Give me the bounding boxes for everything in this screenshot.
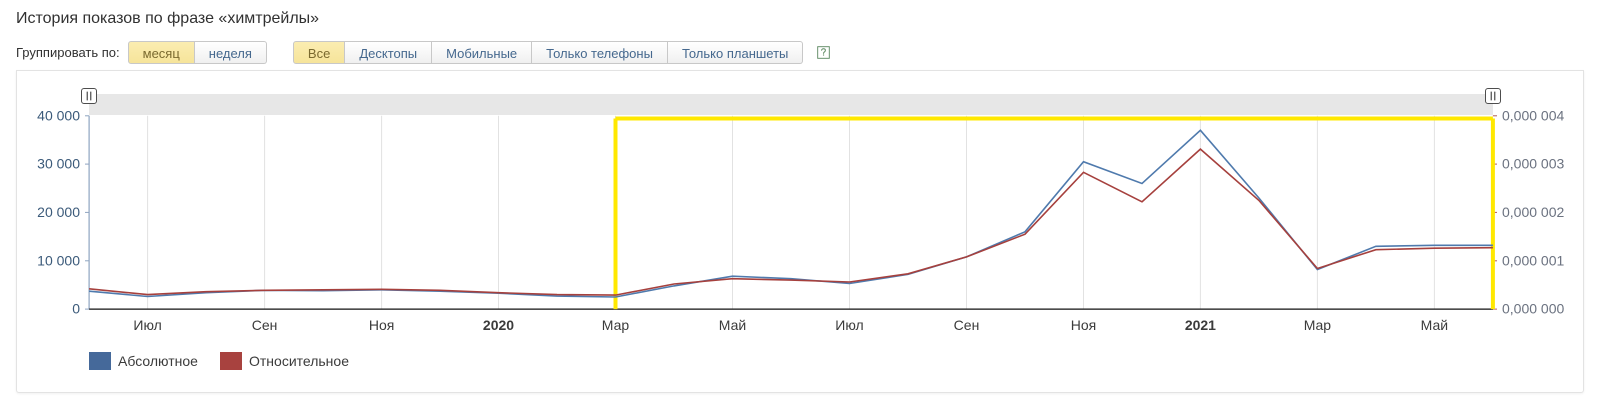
svg-text:Ноя: Ноя: [369, 317, 394, 333]
svg-text:0,000 004: 0,000 004: [1502, 107, 1564, 123]
svg-text:2021: 2021: [1185, 317, 1216, 333]
svg-text:20 000: 20 000: [37, 204, 80, 220]
svg-text:Июл: Июл: [133, 317, 161, 333]
svg-text:Мар: Мар: [1304, 317, 1332, 333]
svg-text:0,000 000: 0,000 000: [1502, 301, 1564, 317]
svg-text:Мар: Мар: [602, 317, 630, 333]
svg-text:0,000 001: 0,000 001: [1502, 252, 1564, 268]
svg-text:Ноя: Ноя: [1071, 317, 1096, 333]
svg-text:30 000: 30 000: [37, 156, 80, 172]
svg-text:2020: 2020: [483, 317, 514, 333]
svg-text:0,000 002: 0,000 002: [1502, 204, 1564, 220]
svg-text:Относительное: Относительное: [249, 353, 349, 369]
svg-text:Июл: Июл: [835, 317, 863, 333]
svg-text:Май: Май: [719, 317, 746, 333]
svg-text:0: 0: [72, 301, 80, 317]
svg-text:Абсолютное: Абсолютное: [118, 353, 198, 369]
svg-text:Май: Май: [1421, 317, 1448, 333]
svg-text:Сен: Сен: [954, 317, 980, 333]
svg-text:0,000 003: 0,000 003: [1502, 156, 1564, 172]
svg-text:40 000: 40 000: [37, 107, 80, 123]
svg-text:10 000: 10 000: [37, 252, 80, 268]
svg-text:Сен: Сен: [252, 317, 278, 333]
